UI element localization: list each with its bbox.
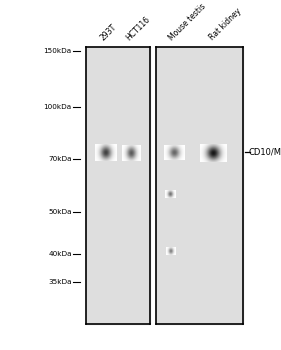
Text: Mouse testis: Mouse testis bbox=[167, 1, 208, 42]
Text: 293T: 293T bbox=[99, 22, 119, 42]
Bar bbox=[156, 47, 243, 324]
Text: HCT116: HCT116 bbox=[124, 14, 152, 42]
Text: 35kDa: 35kDa bbox=[48, 279, 72, 285]
Text: Rat kidney: Rat kidney bbox=[207, 7, 243, 42]
Bar bbox=[86, 47, 150, 324]
Text: 50kDa: 50kDa bbox=[48, 209, 72, 215]
Text: CD10/MME: CD10/MME bbox=[249, 148, 281, 157]
Text: 150kDa: 150kDa bbox=[44, 48, 72, 54]
Text: 40kDa: 40kDa bbox=[48, 251, 72, 257]
Text: 70kDa: 70kDa bbox=[48, 156, 72, 162]
Text: 100kDa: 100kDa bbox=[44, 104, 72, 110]
